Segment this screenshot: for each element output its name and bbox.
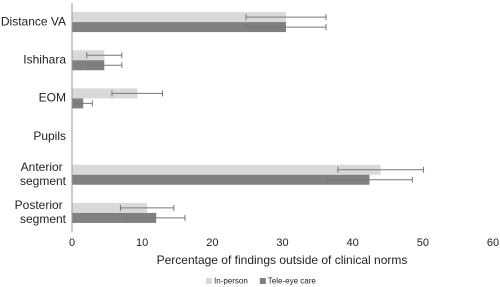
y-tick-label: Pupils (33, 129, 66, 143)
x-tick-label: 10 (136, 237, 148, 249)
error-bar (126, 214, 186, 221)
legend-swatch (206, 278, 212, 284)
bar (72, 212, 157, 223)
x-tick-label: 20 (206, 237, 218, 249)
x-tick-label: 50 (417, 237, 429, 249)
x-tick-label: 0 (69, 237, 75, 249)
error-bar (86, 52, 123, 59)
legend-label: Tele-eye care (268, 277, 317, 286)
bar (72, 88, 138, 99)
error-bar (245, 14, 327, 21)
error-bar (73, 100, 93, 107)
bar (72, 164, 381, 175)
y-tick-label: Posterior segment (15, 198, 67, 226)
bar (72, 22, 287, 33)
error-bar (86, 62, 123, 69)
x-tick-label: 30 (276, 237, 288, 249)
y-tick-label: Distance VA (1, 14, 66, 28)
error-bar (111, 90, 164, 97)
bar (72, 174, 370, 185)
bar (72, 12, 287, 23)
x-tick-label: 40 (347, 237, 359, 249)
error-bar (326, 176, 413, 183)
x-tick-label: 60 (487, 237, 499, 249)
legend-label: In-person (214, 277, 248, 286)
y-tick-label: Anterior segment (20, 160, 67, 188)
x-axis-label: Percentage of findings outside of clinic… (157, 253, 408, 267)
legend-swatch (259, 278, 266, 284)
error-bar (119, 204, 175, 211)
error-bar (245, 24, 327, 31)
y-tick-label: Ishihara (23, 52, 66, 66)
y-tick-label: EOM (39, 91, 66, 105)
error-bar (337, 166, 425, 173)
bar (72, 202, 148, 213)
